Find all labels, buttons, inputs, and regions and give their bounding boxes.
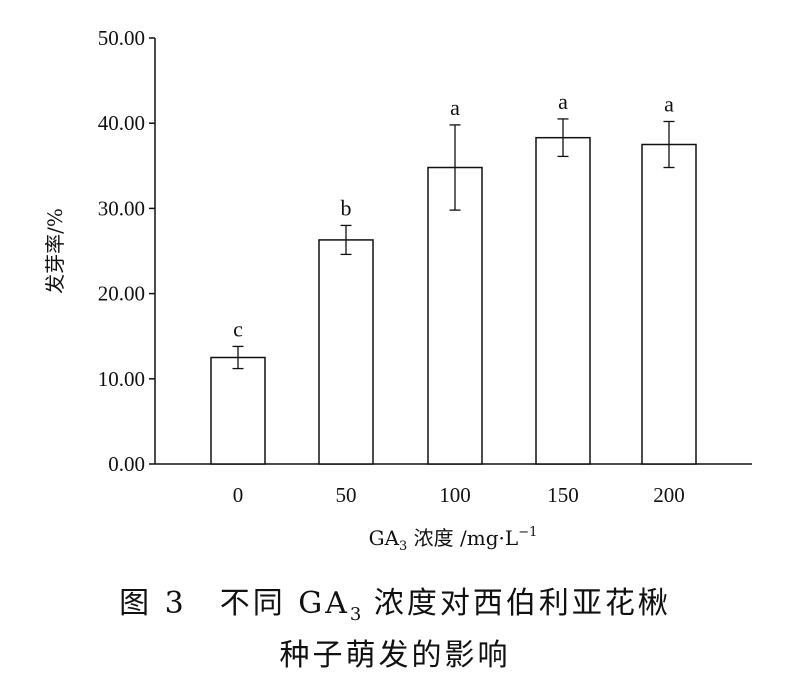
significance-label-0: c (233, 316, 243, 341)
error-bar-100 (449, 124, 461, 211)
x-tick-label-200: 200 (653, 483, 685, 507)
significance-label-200: a (664, 91, 674, 116)
y-tick-label: 30.00 (98, 196, 145, 220)
significance-label-100: a (450, 95, 460, 120)
figure-caption-line1: 图 3 不同 GA3 浓度对西伯利亚花楸 (119, 586, 671, 625)
x-tick-label-0: 0 (233, 483, 244, 507)
error-bar-0 (232, 345, 244, 370)
y-tick-label: 50.00 (98, 26, 145, 50)
x-axis-title: GA3 浓度 /mg·L−1 (369, 525, 538, 554)
labels: c 0 b 50 a 100 a 150 a 200 发芽率/% GA3 浓度 /mg·L−1 (43, 89, 685, 554)
y-tick-label: 0.00 (108, 452, 145, 476)
error-bar-50 (340, 224, 352, 256)
axes: 0.00 10.00 20.00 30.00 40.00 50.00 (98, 26, 752, 476)
bar-100 (427, 166, 483, 465)
y-tick-label: 20.00 (98, 282, 145, 306)
bar-150 (535, 136, 591, 465)
x-tick-label-150: 150 (547, 483, 579, 507)
bar-chart: 0.00 10.00 20.00 30.00 40.00 50.00 c 0 b 50 a 100 a… (43, 26, 752, 554)
bar-0 (210, 356, 266, 465)
bars (210, 118, 697, 465)
significance-label-150: a (558, 89, 568, 114)
figure-caption-line2: 种子萌发的影响 (279, 638, 511, 673)
y-axis-title: 发芽率/% (43, 208, 67, 294)
x-tick-label-50: 50 (336, 483, 357, 507)
bar-50 (318, 239, 374, 465)
significance-label-50: b (341, 195, 352, 220)
y-tick-label: 10.00 (98, 367, 145, 391)
x-tick-label-100: 100 (439, 483, 471, 507)
y-tick-label: 40.00 (98, 111, 145, 135)
bar-200 (641, 143, 697, 465)
error-bar-150 (557, 118, 569, 158)
error-bar-200 (663, 120, 675, 169)
